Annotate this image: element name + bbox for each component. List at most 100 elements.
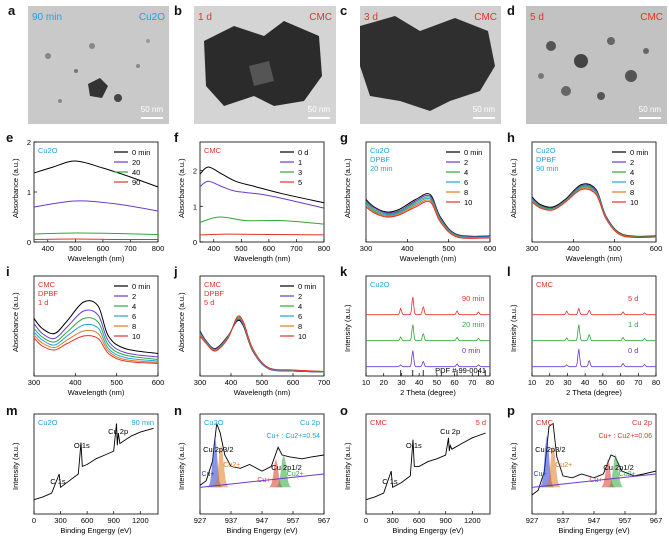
series-line-40 <box>33 232 159 235</box>
plot-frame-g <box>365 141 491 243</box>
tem-label-sample: CMC <box>640 12 663 23</box>
peak-label: Cu 2p1/2 <box>271 463 301 472</box>
peak-label: Cu2+ <box>287 471 304 478</box>
x-tick-label: 70 <box>468 378 476 387</box>
panel-letter-h: h <box>507 130 515 145</box>
region-label: Cu 2p <box>300 418 320 427</box>
cu-2plus-2p12-fill <box>606 454 625 488</box>
x-axis-label: Wavelength (nm) <box>400 254 457 263</box>
x-tick-label: 300 <box>194 378 207 387</box>
series-line-2 <box>365 194 491 238</box>
x-axis-label: Wavelength (nm) <box>234 254 291 263</box>
legend-label: 0 min <box>132 148 150 157</box>
series-line-10 <box>33 335 159 364</box>
peak-label: Cu2+ <box>619 471 636 478</box>
series-line-10 <box>531 188 657 239</box>
y-axis-label: Absorbance (a.u.) <box>177 158 186 218</box>
cu-2plus-peak-fill <box>211 444 231 488</box>
series-label: 1 d <box>628 320 638 329</box>
tem-image-d: 5 d CMC 50 nm <box>526 6 667 124</box>
x-tick-label: 900 <box>439 516 452 525</box>
xrd-pattern-5d <box>532 307 656 316</box>
x-tick-label: 0 <box>32 516 36 525</box>
legend-label: 20 <box>132 158 140 167</box>
x-tick-label: 600 <box>97 244 110 253</box>
sample-label: Cu2O <box>204 418 224 427</box>
panel-letter-o: o <box>340 403 348 418</box>
series-line-8 <box>531 187 657 238</box>
x-tick-label: 500 <box>235 244 248 253</box>
series-line-2 <box>33 309 159 358</box>
y-tick-label: 2 <box>193 167 197 176</box>
series-line-0min <box>33 160 159 188</box>
series-line-0d <box>199 166 325 204</box>
peak-label: Cu+ <box>589 477 602 484</box>
sample-label: CMC <box>38 280 56 289</box>
legend-label: 8 <box>630 188 634 197</box>
x-axis-label: 2 Theta (degree) <box>566 388 622 397</box>
pdf-reference-label: PDF # 99-0041 <box>435 366 486 375</box>
legend-label: 10 <box>132 332 140 341</box>
series-label: 0 min <box>462 346 480 355</box>
y-axis-label: Intensity (a.u.) <box>11 442 20 490</box>
legend-label: 4 <box>298 302 302 311</box>
sample-label: CMC <box>536 418 554 427</box>
x-tick-label: 300 <box>54 516 67 525</box>
scale-bar-label: 50 nm <box>472 105 495 114</box>
panel-letter-a: a <box>8 3 16 18</box>
series-line-3 <box>199 216 325 225</box>
legend-label: 2 <box>132 292 136 301</box>
panel-letter-i: i <box>6 264 10 279</box>
cu-plus-2p12-fill <box>266 458 286 488</box>
series-line-10 <box>199 315 325 372</box>
peak-label: Cu2+ <box>223 462 240 469</box>
legend-label: 10 <box>298 332 306 341</box>
plot-frame-h <box>531 141 657 243</box>
x-tick-label: 700 <box>290 244 303 253</box>
legend-label: 0 min <box>298 282 316 291</box>
legend-label: 4 <box>464 168 468 177</box>
x-tick-label: 600 <box>263 244 276 253</box>
peak-label: O 1s <box>74 441 90 450</box>
panel-letter-l: l <box>507 264 511 279</box>
legend-label: 10 <box>630 198 638 207</box>
peak-label: Cu 2p <box>440 427 460 436</box>
panel-letter-j: j <box>174 264 178 279</box>
x-axis-label: Binding Engergy (eV) <box>226 526 298 535</box>
x-tick-label: 500 <box>442 244 455 253</box>
tag-label: 90 min <box>131 418 154 427</box>
legend-label: 90 <box>132 178 140 187</box>
x-tick-label: 30 <box>397 378 405 387</box>
y-axis-label: Intensity (a.u.) <box>177 442 186 490</box>
xrd-pattern-1d <box>532 324 656 342</box>
x-tick-label: 60 <box>450 378 458 387</box>
peak-label: Cu2+ <box>555 462 572 469</box>
y-tick-label: 1 <box>193 202 197 211</box>
sample-label: DPBF <box>536 155 556 164</box>
y-axis-label: Intensity (a.u.) <box>343 304 352 352</box>
x-tick-label: 500 <box>256 378 269 387</box>
x-tick-label: 10 <box>528 378 536 387</box>
sample-label: Cu2O <box>370 146 390 155</box>
legend-label: 6 <box>630 178 634 187</box>
peak-label: C 1s <box>382 477 398 486</box>
tem-image-c: 3 d CMC 50 nm <box>360 6 501 124</box>
y-axis-label: Intensity (a.u.) <box>343 442 352 490</box>
legend-label: 0 min <box>464 148 482 157</box>
cu-plus-peak-fill <box>205 435 225 488</box>
x-tick-label: 927 <box>526 516 539 525</box>
xps-spectrum <box>199 423 325 486</box>
series-line-6 <box>365 197 491 238</box>
tem-image-a: 90 min Cu2O 50 nm <box>28 6 169 124</box>
x-tick-label: 700 <box>318 378 331 387</box>
series-label: 5 d <box>628 294 638 303</box>
y-tick-label: 0 <box>27 238 31 247</box>
series-line-8 <box>33 329 159 363</box>
x-tick-label: 80 <box>652 378 660 387</box>
peak-label: O 1s <box>406 441 422 450</box>
x-tick-label: 300 <box>386 516 399 525</box>
panel-letter-f: f <box>174 130 179 145</box>
x-tick-label: 500 <box>608 244 621 253</box>
xps-background <box>531 473 657 488</box>
